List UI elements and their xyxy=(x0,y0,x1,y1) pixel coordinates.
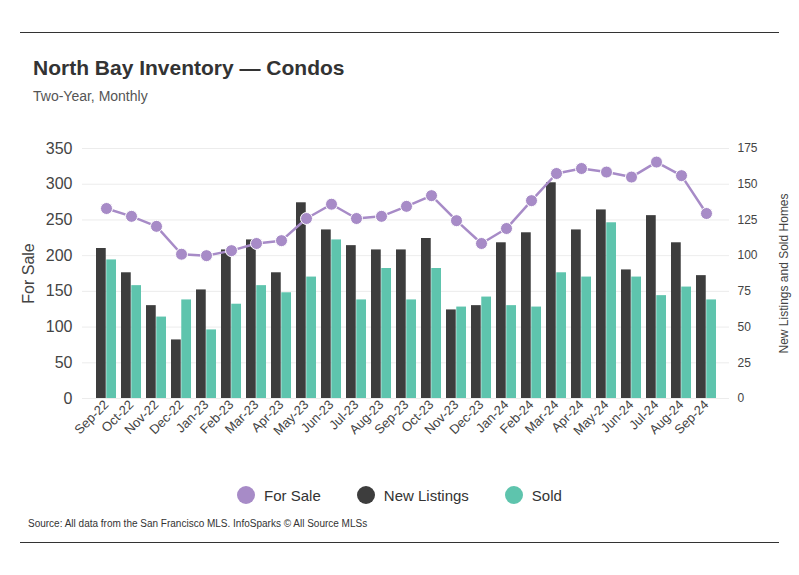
svg-text:150: 150 xyxy=(738,177,758,191)
svg-text:200: 200 xyxy=(46,247,73,264)
svg-text:Nov-22: Nov-22 xyxy=(121,397,162,438)
svg-text:0: 0 xyxy=(738,391,745,405)
svg-text:175: 175 xyxy=(738,141,758,155)
svg-text:For Sale: For Sale xyxy=(20,243,37,304)
svg-text:Dec-23: Dec-23 xyxy=(446,397,487,438)
html-text:Source: All data from the San: Source: All data from the San Francisco … xyxy=(28,518,368,529)
svg-text:Jul-23: Jul-23 xyxy=(325,397,362,433)
html-text:For Sale: For Sale xyxy=(264,486,321,504)
svg-text:May-23: May-23 xyxy=(270,397,312,439)
svg-text:100: 100 xyxy=(46,318,73,335)
svg-text:Jan-23: Jan-23 xyxy=(172,397,212,436)
svg-text:Apr-24: Apr-24 xyxy=(548,397,587,436)
svg-text:Oct-22: Oct-22 xyxy=(98,397,137,436)
svg-text:Feb-24: Feb-24 xyxy=(496,397,537,437)
svg-text:350: 350 xyxy=(46,140,73,157)
svg-text:125: 125 xyxy=(738,213,758,227)
html-text:Sold: Sold xyxy=(531,486,562,504)
svg-text:Jan-24: Jan-24 xyxy=(472,397,512,436)
svg-text:50: 50 xyxy=(55,354,73,371)
svg-text:100: 100 xyxy=(738,248,758,262)
svg-text:150: 150 xyxy=(46,282,73,299)
svg-text:New Listings and Sold Homes: New Listings and Sold Homes xyxy=(777,193,791,353)
svg-text:300: 300 xyxy=(46,175,73,192)
svg-text:0: 0 xyxy=(64,390,73,407)
svg-text:Sep-23: Sep-23 xyxy=(371,397,412,438)
svg-text:Sep-24: Sep-24 xyxy=(671,397,711,437)
html-text:North Bay Inventory — Condos: North Bay Inventory — Condos xyxy=(33,56,345,79)
svg-text:Aug-24: Aug-24 xyxy=(646,397,687,438)
svg-text:Nov-23: Nov-23 xyxy=(421,397,462,438)
html-text:Two-Year, Monthly: Two-Year, Monthly xyxy=(33,88,148,104)
svg-text:Mar-23: Mar-23 xyxy=(221,397,262,437)
svg-text:Aug-23: Aug-23 xyxy=(346,397,387,438)
svg-text:Mar-24: Mar-24 xyxy=(521,397,562,437)
svg-text:Feb-23: Feb-23 xyxy=(196,397,237,437)
svg-text:250: 250 xyxy=(46,211,73,228)
svg-text:25: 25 xyxy=(738,356,752,370)
svg-text:Jun-23: Jun-23 xyxy=(297,397,337,436)
svg-text:Oct-23: Oct-23 xyxy=(398,397,437,436)
svg-text:Dec-22: Dec-22 xyxy=(146,397,187,438)
svg-text:Sep-22: Sep-22 xyxy=(71,397,112,438)
html-text:New Listings: New Listings xyxy=(383,486,469,504)
svg-text:50: 50 xyxy=(738,320,752,334)
svg-text:Jul-24: Jul-24 xyxy=(625,397,662,433)
svg-text:Apr-23: Apr-23 xyxy=(248,397,287,436)
svg-text:May-24: May-24 xyxy=(570,397,612,439)
svg-text:75: 75 xyxy=(738,284,752,298)
svg-text:Jun-24: Jun-24 xyxy=(597,397,637,436)
